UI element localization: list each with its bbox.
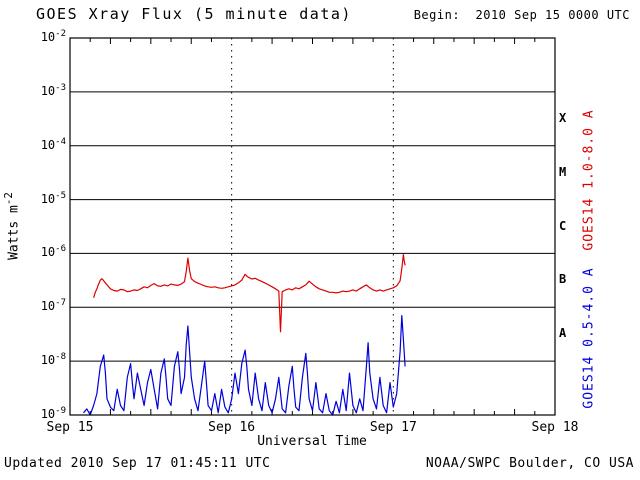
x-tick-label: Sep 17 [369, 420, 417, 435]
flare-class-label: B [559, 272, 567, 287]
y-tick-label: 10-8 [40, 352, 66, 368]
flare-class-label: A [559, 326, 567, 341]
plot-frame [69, 37, 556, 416]
series-label-short-channel: GOES14 0.5-4.0 A [581, 267, 597, 409]
flare-class-label: X [559, 110, 567, 125]
updated-timestamp: Updated 2010 Sep 17 01:45:11 UTC [4, 456, 271, 471]
y-axis-label: Watts m-2 [2, 192, 22, 260]
flare-class-label: M [559, 164, 567, 179]
y-tick-label: 10-7 [40, 298, 66, 314]
y-tick-label: 10-4 [40, 136, 66, 152]
series-line-long [93, 254, 406, 333]
y-tick-label: 10-3 [40, 82, 66, 98]
x-tick-label: Sep 18 [531, 420, 579, 435]
y-tick-label: 10-5 [40, 190, 66, 206]
x-tick-label: Sep 16 [208, 420, 256, 435]
x-axis-label: Universal Time [257, 434, 367, 449]
flare-class-label: C [559, 218, 567, 233]
y-tick-label: 10-2 [40, 29, 66, 45]
y-tick-label: 10-9 [40, 406, 66, 422]
x-tick-label: Sep 15 [46, 420, 94, 435]
begin-timestamp: Begin: 2010 Sep 15 0000 UTC [413, 8, 630, 22]
series-label-long-channel: GOES14 1.0-8.0 A [581, 109, 597, 251]
source-credit: NOAA/SWPC Boulder, CO USA [425, 456, 634, 471]
series-line-short [83, 315, 406, 416]
y-tick-label: 10-6 [40, 244, 66, 260]
chart-title: GOES Xray Flux (5 minute data) [36, 5, 352, 23]
